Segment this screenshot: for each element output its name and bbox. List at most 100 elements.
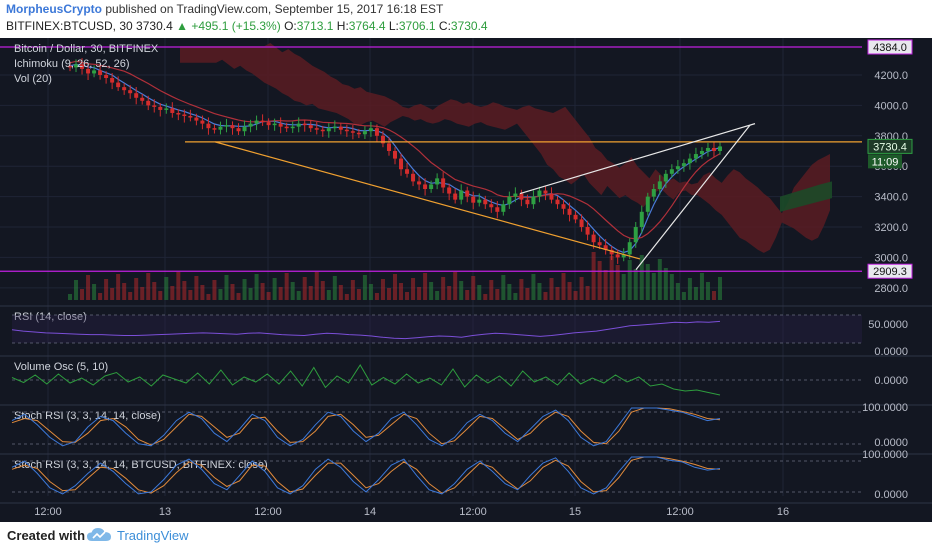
footer: Created with TradingView <box>0 522 932 550</box>
candle-body <box>501 204 506 212</box>
volume-osc-tick: 0.0000 <box>874 375 908 387</box>
volume-bar <box>134 278 139 300</box>
volume-bar <box>374 293 379 300</box>
candle-body <box>218 126 223 130</box>
volume-bar <box>573 291 578 300</box>
candle-body <box>350 131 355 133</box>
volume-bar <box>320 281 325 300</box>
price-label-box <box>867 39 913 55</box>
candle-body <box>176 112 181 115</box>
candle-body <box>567 208 572 215</box>
rsi-line <box>11 320 721 340</box>
candle-body <box>188 116 193 118</box>
volume-bar <box>284 273 289 300</box>
stoch-1-tick: 0.0000 <box>874 437 908 449</box>
candle-body <box>266 122 271 126</box>
volume-bar <box>609 256 614 300</box>
candle-body <box>344 129 349 132</box>
volume-bar <box>675 283 680 300</box>
candle-body <box>537 190 542 197</box>
volume-bar <box>242 279 247 300</box>
volume-bar <box>718 277 722 300</box>
chart-canvas[interactable]: 4200.04000.03800.03600.03400.03200.03000… <box>0 38 932 522</box>
volume-bar <box>699 273 704 300</box>
stoch-2-tick: 100.0000 <box>862 449 908 461</box>
price-label: 4384.0 <box>873 42 907 54</box>
candle-body <box>134 93 139 98</box>
candle-body <box>374 128 379 136</box>
volume-bar <box>170 286 175 300</box>
candle-body <box>429 184 434 190</box>
candle-body <box>206 123 211 129</box>
volume-bar <box>146 273 151 300</box>
volume-bar <box>603 270 608 300</box>
price-label-box <box>867 263 913 279</box>
volume-bar <box>122 283 127 300</box>
high-value: 3764.4 <box>348 19 386 33</box>
volume-bar <box>549 278 554 300</box>
candle-body <box>633 227 638 243</box>
volume-bar <box>411 278 416 300</box>
candle-body <box>705 147 710 151</box>
candle-body <box>615 254 620 258</box>
volume-bar <box>393 274 397 300</box>
x-tick-label: 12:00 <box>34 506 62 518</box>
volume-bar <box>260 283 265 300</box>
volume-bar <box>302 277 307 300</box>
author-link[interactable]: MorpheusCrypto <box>6 2 102 16</box>
volume-osc-line <box>11 364 721 396</box>
candle-body <box>338 126 343 130</box>
candle-body <box>471 196 476 203</box>
candle-body <box>86 68 91 74</box>
candle-body <box>74 64 79 68</box>
volume-bar <box>380 279 385 300</box>
volume-bar <box>507 284 512 300</box>
volume-bar <box>386 288 391 300</box>
close-value: 3730.4 <box>450 19 488 33</box>
candle-body <box>248 123 253 127</box>
x-tick-label: 15 <box>569 506 581 518</box>
stoch-2-k-line <box>11 456 721 495</box>
low-value: 3706.1 <box>398 19 436 33</box>
candle-body <box>194 117 199 121</box>
candle-body <box>459 190 464 200</box>
candle-body <box>525 199 530 205</box>
candle-body <box>116 82 121 88</box>
stoch-rsi-1-pane-title: Stoch RSI (3, 3, 14, 14, close) <box>14 410 161 422</box>
rsi-pane-title: RSI (14, close) <box>14 311 87 323</box>
candle-body <box>405 169 410 174</box>
volume-bar <box>429 282 434 300</box>
x-tick-label: 13 <box>159 506 171 518</box>
tradingview-logo-text[interactable]: TradingView <box>117 528 189 543</box>
y-tick-label: 3200.0 <box>874 222 908 234</box>
volume-bar <box>230 284 235 300</box>
rsi-tick: 50.0000 <box>868 319 908 331</box>
candle-body <box>507 196 512 205</box>
volume-bar <box>152 282 157 300</box>
volume-bar <box>597 261 602 300</box>
upper-channel-trendline <box>519 123 756 195</box>
high-label: H: <box>336 19 349 33</box>
candle-body <box>284 126 289 129</box>
candle-body <box>362 131 367 135</box>
kijun-line <box>69 60 721 240</box>
volume-bar <box>176 272 181 300</box>
volume-bar <box>290 282 295 300</box>
volume-bar <box>525 288 530 300</box>
candle-body <box>453 193 458 200</box>
candle-body <box>92 70 97 74</box>
candle-body <box>242 126 247 132</box>
candle-body <box>477 199 482 203</box>
volume-bar <box>399 283 404 300</box>
volume-bar <box>308 286 313 300</box>
candle-body <box>718 146 722 151</box>
volume-bar <box>639 255 644 300</box>
candle-body <box>561 204 566 209</box>
candle-body <box>80 64 85 69</box>
y-tick-label: 2800.0 <box>874 283 908 295</box>
candle-body <box>549 193 554 200</box>
volume-bar <box>633 269 638 300</box>
volume-bar <box>465 290 470 300</box>
candle-body <box>531 196 536 205</box>
candle-body <box>681 163 686 167</box>
